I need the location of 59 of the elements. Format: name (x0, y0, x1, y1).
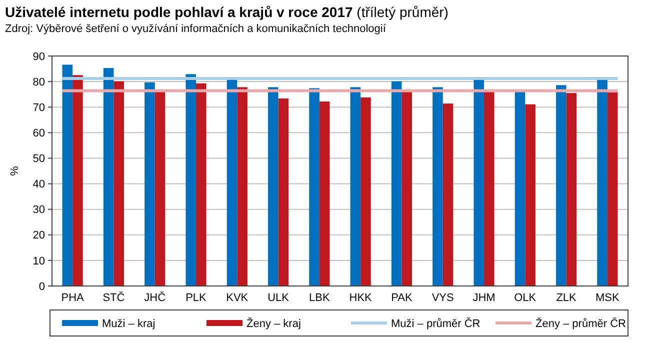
y-tick-label: 70 (32, 102, 45, 114)
bar (402, 92, 412, 286)
bar (432, 87, 443, 286)
bar (103, 68, 114, 286)
x-tick-label: ZLK (556, 292, 578, 304)
chart-title: Uživatelé internetu podle pohlaví a krajů v roce 2017 (tříletý průměr) (5, 4, 448, 20)
bar (72, 75, 83, 286)
y-tick-label: 10 (32, 255, 45, 268)
bar (442, 104, 454, 286)
x-tick-label: JHM (472, 292, 496, 304)
y-tick-label: 80 (32, 76, 45, 88)
bar (350, 87, 361, 286)
bar (474, 80, 484, 286)
x-tick-label: LBK (309, 292, 330, 304)
bar (556, 85, 566, 286)
y-tick-label: 20 (32, 230, 45, 242)
legend-label: Muži – kraj (102, 318, 156, 330)
bar (566, 93, 577, 286)
x-tick-label: VYS (432, 292, 454, 304)
y-tick-label: 0 (38, 280, 45, 293)
bar (607, 92, 618, 286)
text: Zdroj: Výběrové šetření o využívání informačních a komunikačních technologií (5, 23, 387, 35)
bar (196, 83, 206, 286)
bar (525, 104, 536, 286)
y-axis-title: % (9, 166, 21, 176)
y-tick-label: 50 (32, 153, 45, 166)
bar (154, 92, 166, 286)
y-tick-label: 60 (32, 128, 45, 140)
x-tick-label: PAK (391, 292, 413, 304)
bar (144, 82, 155, 286)
x-tick-label: OLK (514, 292, 537, 304)
x-tick-label: PHA (61, 292, 85, 304)
bar (237, 87, 248, 286)
bar (597, 80, 608, 286)
bar (309, 88, 320, 286)
bar (114, 81, 124, 286)
bar (514, 92, 526, 286)
x-tick-label: ULK (268, 292, 290, 304)
x-tick-label: STČ (102, 291, 125, 304)
legend-label: Ženy – kraj (246, 316, 301, 330)
y-tick-label: 40 (32, 178, 45, 191)
bar (278, 98, 289, 286)
bar (484, 92, 494, 286)
bar (319, 101, 330, 286)
y-tick-label: 90 (32, 50, 45, 63)
bar (391, 81, 402, 286)
bar (186, 74, 196, 286)
legend-label: Muži – průměr ČR (391, 316, 480, 330)
y-tick-label: 30 (32, 204, 45, 216)
x-tick-label: PLK (186, 292, 208, 304)
x-tick-label: HKK (349, 292, 373, 304)
bar (268, 87, 278, 286)
bar (226, 80, 238, 286)
bar (360, 97, 371, 286)
x-tick-label: KVK (226, 292, 249, 304)
bar (62, 64, 73, 286)
legend-label: Ženy – průměr ČR (536, 316, 626, 330)
x-tick-label: MSK (596, 292, 620, 304)
x-tick-label: JHČ (144, 291, 166, 304)
